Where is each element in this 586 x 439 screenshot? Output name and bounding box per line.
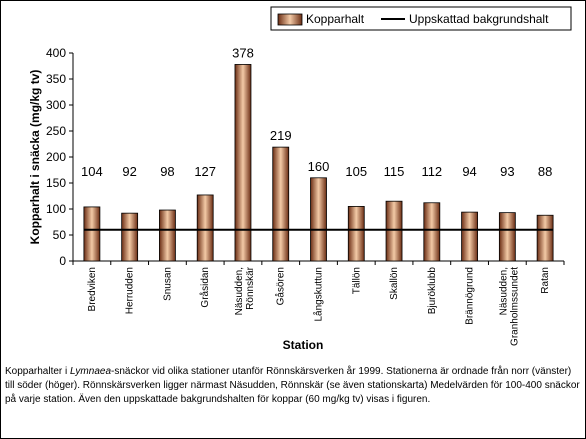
category-label: Ratan (540, 267, 551, 294)
category-label: Tällön (351, 267, 362, 294)
bar (536, 214, 554, 262)
x-axis-title: Station (283, 338, 324, 352)
category-label: Herrudden (125, 267, 136, 314)
bar (423, 202, 441, 262)
y-tick-label: 350 (46, 72, 66, 86)
bar-value-label: 93 (500, 164, 514, 179)
category-label: Näsudden,Granholmssundet (498, 267, 520, 346)
plot-area: 0 50 100 150 200 250 300 350 400 104 Bredviken 92 He… (46, 45, 565, 346)
y-tick-label: 100 (46, 202, 66, 216)
bar-value-label: 105 (345, 164, 367, 179)
bar-value-label: 219 (270, 128, 292, 143)
bar (461, 211, 478, 262)
category-label: Bredviken (87, 267, 98, 311)
y-tick-label: 200 (46, 150, 66, 164)
bar-value-label: 160 (308, 159, 330, 174)
bar (310, 177, 327, 262)
caption-species: Lymnaea (70, 366, 112, 377)
y-tick-label: 50 (53, 228, 67, 242)
figure-caption: Kopparhalter i Lymnaea-snäckor vid olika… (5, 365, 581, 407)
bar-value-label: 378 (232, 45, 254, 60)
category-label: Långskuttun (313, 267, 325, 322)
legend-box (270, 6, 572, 31)
bar-value-label: 94 (462, 164, 476, 179)
y-axis-title: Kopparhalt i snäcka (mg/kg tv) (28, 70, 42, 245)
y-tick-label: 150 (46, 176, 66, 190)
bar (272, 146, 290, 262)
category-label: Skallön (389, 267, 400, 300)
bar-value-label: 88 (538, 164, 552, 179)
category-label: Gråsidan (199, 267, 211, 308)
bar-value-label: 112 (421, 164, 442, 179)
y-tick-label: 400 (46, 46, 66, 60)
category-label: Brännögrund (465, 267, 476, 325)
legend-swatch-bars (277, 13, 303, 26)
chart: Kopparhalt Uppskattad bakgrundshalt Kopp… (28, 6, 572, 352)
bar (196, 194, 214, 262)
category-label: Snusan (162, 267, 173, 301)
bar-value-label: 127 (194, 164, 216, 179)
bar-value-label: 104 (81, 164, 103, 179)
caption-text-2: -snäckor vid olika stationer utanför Rön… (5, 366, 580, 405)
bar (159, 209, 176, 262)
bar-value-label: 98 (160, 164, 174, 179)
bar (234, 64, 252, 262)
bar (83, 206, 101, 262)
bar (498, 212, 516, 262)
legend-label-bars: Kopparhalt (306, 12, 365, 26)
y-tick-label: 250 (46, 124, 66, 138)
bar (121, 212, 139, 262)
legend: Kopparhalt Uppskattad bakgrundshalt (270, 6, 572, 31)
category-label: Bjuröklubb (427, 267, 438, 315)
bar-value-label: 115 (384, 164, 405, 179)
bar (385, 200, 403, 262)
bar-value-label: 92 (122, 164, 136, 179)
category-label: Gåsören (275, 267, 287, 305)
legend-label-line: Uppskattad bakgrundshalt (409, 12, 549, 26)
category-label: Näsudden,Rönnskär (234, 266, 256, 315)
y-tick-label: 300 (46, 98, 66, 112)
caption-text-1: Kopparhalter i (5, 366, 71, 377)
bar (347, 205, 365, 262)
y-tick-label: 0 (59, 254, 66, 268)
